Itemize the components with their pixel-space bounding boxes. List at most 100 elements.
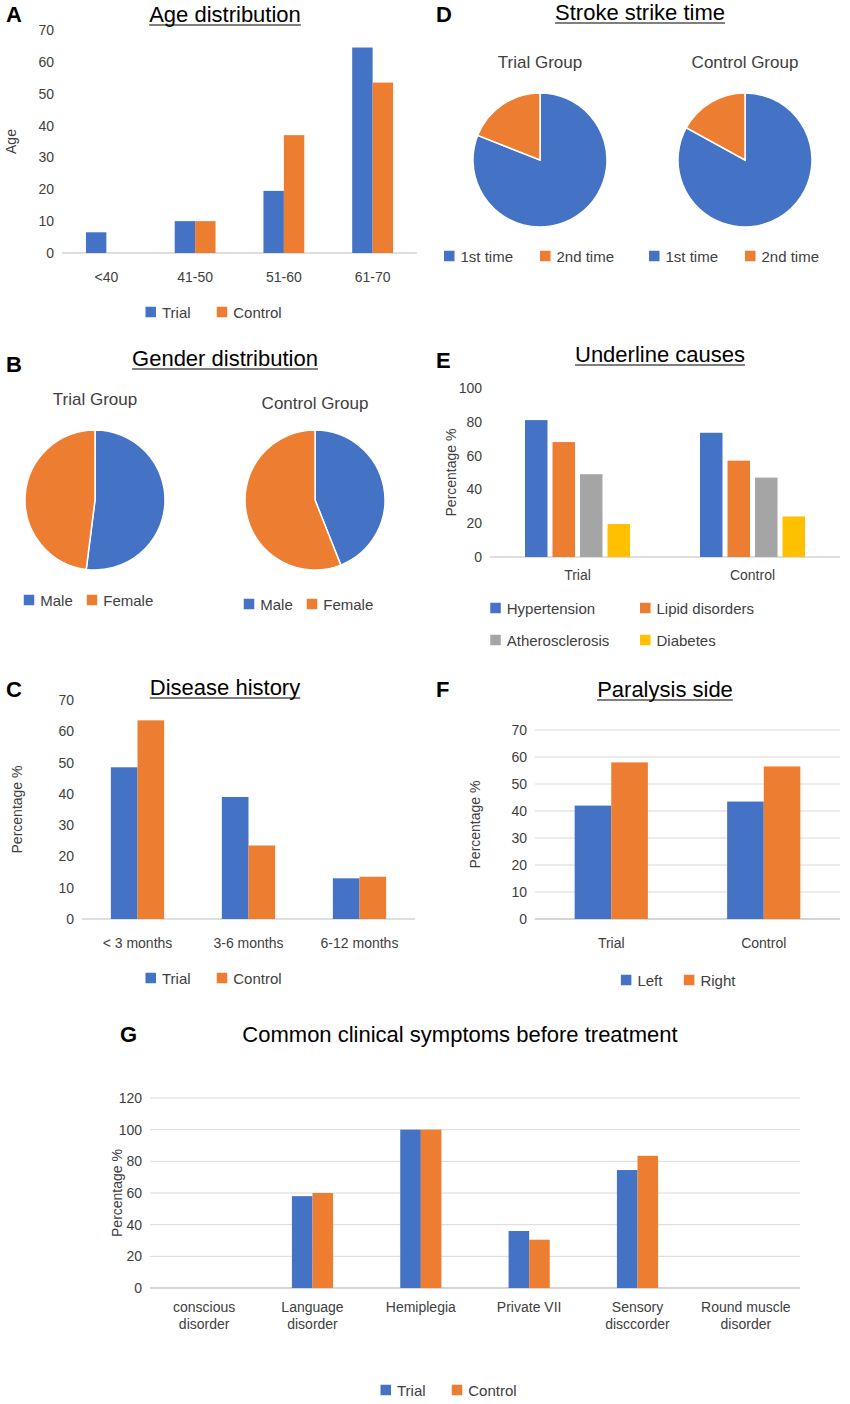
tick-label: 80 [466,414,482,430]
category-label: <40 [95,269,119,285]
panel-label: G [120,1022,137,1047]
category-line: Language [281,1299,344,1315]
pie-subtitle: Control Group [262,394,369,413]
legend-swatch [146,307,157,318]
grid-line [150,1161,800,1162]
category-line: Round muscle [701,1299,791,1315]
category-line: conscious [173,1299,235,1315]
category-line: disorder [721,1316,772,1332]
legend-label: Trial [162,970,191,987]
pie-chart: BGender distributionTrial GroupMaleFemal… [6,346,385,613]
category-line: 61-70 [355,269,391,285]
title-underline [575,364,745,365]
legend-swatch [24,595,35,606]
legend-swatch [540,251,551,262]
tick-label: 40 [511,803,527,819]
tick-label: 20 [38,181,54,197]
tick-label: 40 [38,118,54,134]
bar [575,806,612,919]
pie-subtitle: Trial Group [53,390,137,409]
category-label: < 3 months [103,935,173,951]
title-underline [132,368,318,369]
category-label: consciousdisorder [173,1299,235,1332]
category-line: Control [741,935,786,951]
legend-swatch [490,635,501,646]
category-line: 6-12 months [321,935,399,951]
grid-line [150,1256,800,1257]
legend-label: Control [233,304,281,321]
tick-label: 0 [66,911,74,927]
bar [373,83,393,253]
legend-swatch [640,635,651,646]
panel-label: B [6,352,22,377]
tick-label: 60 [126,1185,142,1201]
legend-label: Atherosclerosis [507,632,610,649]
category-label: Hemiplegia [386,1299,456,1315]
legend-label: 1st time [666,248,719,265]
bar [333,878,360,919]
tick-label: 20 [466,515,482,531]
legend-swatch [745,251,756,262]
legend-swatch [452,1385,463,1396]
bar [755,478,778,557]
bar [111,767,138,919]
bar [360,877,387,919]
panel-label: A [6,2,22,27]
tick-label: 50 [38,86,54,102]
title-underline [149,24,301,25]
tick-label: 60 [466,448,482,464]
legend-swatch [621,975,632,986]
title-underline [597,699,733,700]
bar-chart: EUnderline causes020406080100Percentage … [436,342,840,649]
chart-title: Gender distribution [132,346,318,371]
category-line: 51-60 [266,269,302,285]
category-label: 3-6 months [213,935,283,951]
bars [292,1130,658,1288]
grid-line [150,1224,800,1225]
bar [525,420,548,557]
bar [529,1240,550,1288]
category-line: disorder [179,1316,230,1332]
pie-slice [86,430,165,570]
tick-label: 10 [58,880,74,896]
legend-swatch [649,251,660,262]
pie-slice [245,430,341,570]
bar [725,1288,746,1289]
tick-label: 40 [126,1217,142,1233]
bar [580,474,603,557]
category-label: Trial [564,567,591,583]
chart-title: Paralysis side [597,677,733,702]
bar [352,48,372,253]
tick-label: 20 [511,857,527,873]
bar [746,1288,767,1289]
chart-title: Stroke strike time [555,0,725,25]
bar [553,442,576,557]
category-line: <40 [95,269,119,285]
bar [175,221,195,253]
y-axis-label: Percentage % [9,766,25,854]
legend-label: 1st time [461,248,514,265]
tick-label: 20 [126,1248,142,1264]
tick-label: 70 [38,22,54,38]
category-label: Control [741,935,786,951]
category-line: disccorder [605,1316,670,1332]
tick-label: 50 [511,776,527,792]
legend-swatch [444,251,455,262]
category-line: Trial [598,935,625,951]
legend-label: Control [233,970,281,987]
legend-swatch [381,1385,392,1396]
x-axis [150,1288,800,1289]
panel-label: F [436,677,449,702]
tick-label: 80 [126,1153,142,1169]
category-label: Round muscledisorder [701,1299,791,1332]
legend-swatch [490,603,501,614]
grid-line [150,1098,800,1099]
bars [525,420,805,557]
pie-slice [25,430,95,569]
bar [292,1196,313,1288]
y-axis-label: Age [3,129,19,154]
bar [611,762,648,919]
category-line: Trial [564,567,591,583]
pie-subtitle: Trial Group [498,53,582,72]
chart-title: Age distribution [149,2,301,27]
